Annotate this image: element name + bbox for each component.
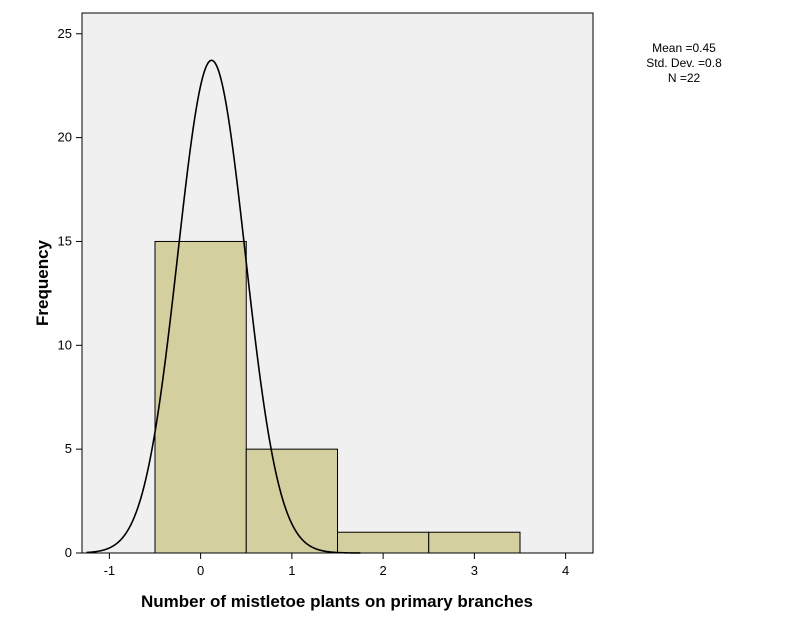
y-tick-label-5: 25 — [58, 26, 72, 41]
x-tick-label-5: 4 — [562, 563, 569, 578]
y-axis-title: Frequency — [33, 239, 52, 326]
y-tick-label-2: 10 — [58, 337, 72, 352]
bars — [154, 240, 521, 554]
x-tick-label-4: 3 — [471, 563, 478, 578]
y-tick-label-3: 15 — [58, 233, 72, 248]
stats-mean: Mean =0.45 — [652, 41, 716, 55]
stats-n: N =22 — [668, 71, 701, 85]
histogram-bar-1 — [245, 448, 338, 554]
x-tick-label-2: 1 — [288, 563, 295, 578]
y-axis: 0 5 10 15 20 25 — [58, 26, 82, 560]
y-tick-label-4: 20 — [58, 130, 72, 145]
x-axis: -1 0 1 2 3 4 — [104, 553, 569, 578]
histogram-bar-0 — [154, 240, 247, 554]
stats-box: Mean =0.45 Std. Dev. =0.8 N =22 — [646, 41, 722, 85]
x-tick-label-1: 0 — [197, 563, 204, 578]
stats-sd: Std. Dev. =0.8 — [646, 56, 722, 70]
histogram-bar-3 — [428, 531, 521, 554]
y-tick-label-0: 0 — [65, 545, 72, 560]
y-tick-label-1: 5 — [65, 441, 72, 456]
x-tick-label-0: -1 — [104, 563, 116, 578]
x-tick-label-3: 2 — [380, 563, 387, 578]
histogram-bar-2 — [337, 531, 430, 554]
normal-curve — [86, 59, 361, 554]
x-axis-title: Number of mistletoe plants on primary br… — [141, 592, 533, 611]
